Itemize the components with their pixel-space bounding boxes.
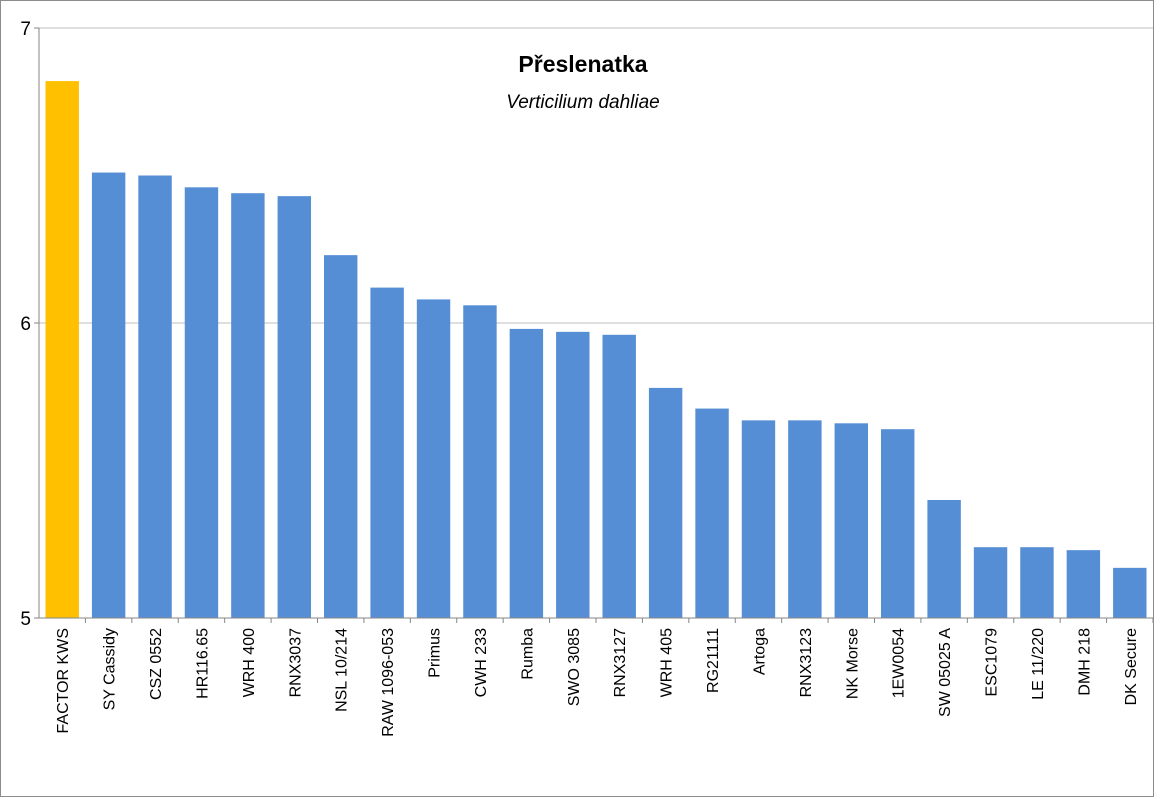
chart-title: Přeslenatka — [518, 51, 647, 77]
bar-18 — [834, 423, 869, 618]
x-tick-label: NK Morse — [844, 628, 861, 699]
x-tick-label: LE 11/220 — [1030, 628, 1047, 700]
x-tick-label: RAW 1096-053 — [380, 628, 397, 737]
axes: 5 6 7 FACTOR KWS SY Cassidy CSZ 0552 HR116.65 W… — [20, 19, 1153, 737]
bar-9 — [416, 299, 451, 618]
bar-24 — [1113, 567, 1147, 618]
x-tick-label: DMH 218 — [1076, 628, 1093, 696]
x-tick-label: 1EW0054 — [891, 628, 908, 698]
bar-15 — [695, 408, 729, 618]
bars — [45, 81, 1147, 619]
bar-21 — [973, 547, 1008, 618]
y-tick-label: 5 — [20, 609, 31, 630]
x-tick-label: WRH 400 — [241, 628, 258, 697]
y-tick-label: 6 — [20, 314, 31, 335]
x-tick-label: ESC1079 — [984, 628, 1001, 697]
x-tick-label: SW 05025 A — [937, 628, 954, 717]
x-tick-label: SY Cassidy — [102, 628, 119, 710]
bar-12 — [556, 331, 590, 618]
bar-20 — [927, 500, 961, 618]
bar-5 — [231, 193, 265, 618]
bar-23 — [1066, 550, 1101, 618]
x-tick-label: Rumba — [519, 628, 536, 680]
x-tick-label: WRH 405 — [659, 628, 676, 697]
bar-11 — [509, 328, 544, 618]
x-tick-label: DK Secure — [1123, 628, 1140, 705]
x-tick-label: CWH 233 — [473, 628, 490, 697]
x-tick-label: RNX3123 — [798, 628, 815, 697]
bar-14 — [648, 387, 683, 618]
bar-16 — [741, 420, 776, 618]
x-tick-label: CSZ 0552 — [148, 628, 165, 700]
bar-6 — [277, 196, 312, 618]
x-tick-label: RG21111 — [705, 628, 722, 693]
x-tick-label: RNX3037 — [287, 628, 304, 697]
bar-4 — [184, 187, 219, 619]
x-tick-label: RNX3127 — [612, 628, 629, 697]
x-tick-label: Primus — [427, 628, 444, 678]
x-tick-label: FACTOR KWS — [55, 628, 72, 734]
bar-13 — [602, 334, 636, 618]
bar-1 — [45, 81, 79, 619]
bar-19 — [880, 429, 915, 618]
bar-8 — [370, 287, 404, 618]
x-tick-label: NSL 10/214 — [334, 628, 351, 712]
bar-17 — [788, 420, 822, 618]
bar-10 — [463, 305, 497, 618]
chart-subtitle: Verticilium dahliae — [506, 92, 659, 113]
y-tick-label: 7 — [20, 19, 31, 40]
x-tick-label: SWO 3085 — [566, 628, 583, 706]
x-tick-label: Artoga — [751, 628, 768, 675]
bar-22 — [1020, 547, 1054, 618]
x-tick-label: HR116.65 — [194, 628, 211, 699]
bar-7 — [323, 255, 358, 618]
bar-2 — [91, 172, 126, 619]
bar-3 — [138, 175, 172, 618]
